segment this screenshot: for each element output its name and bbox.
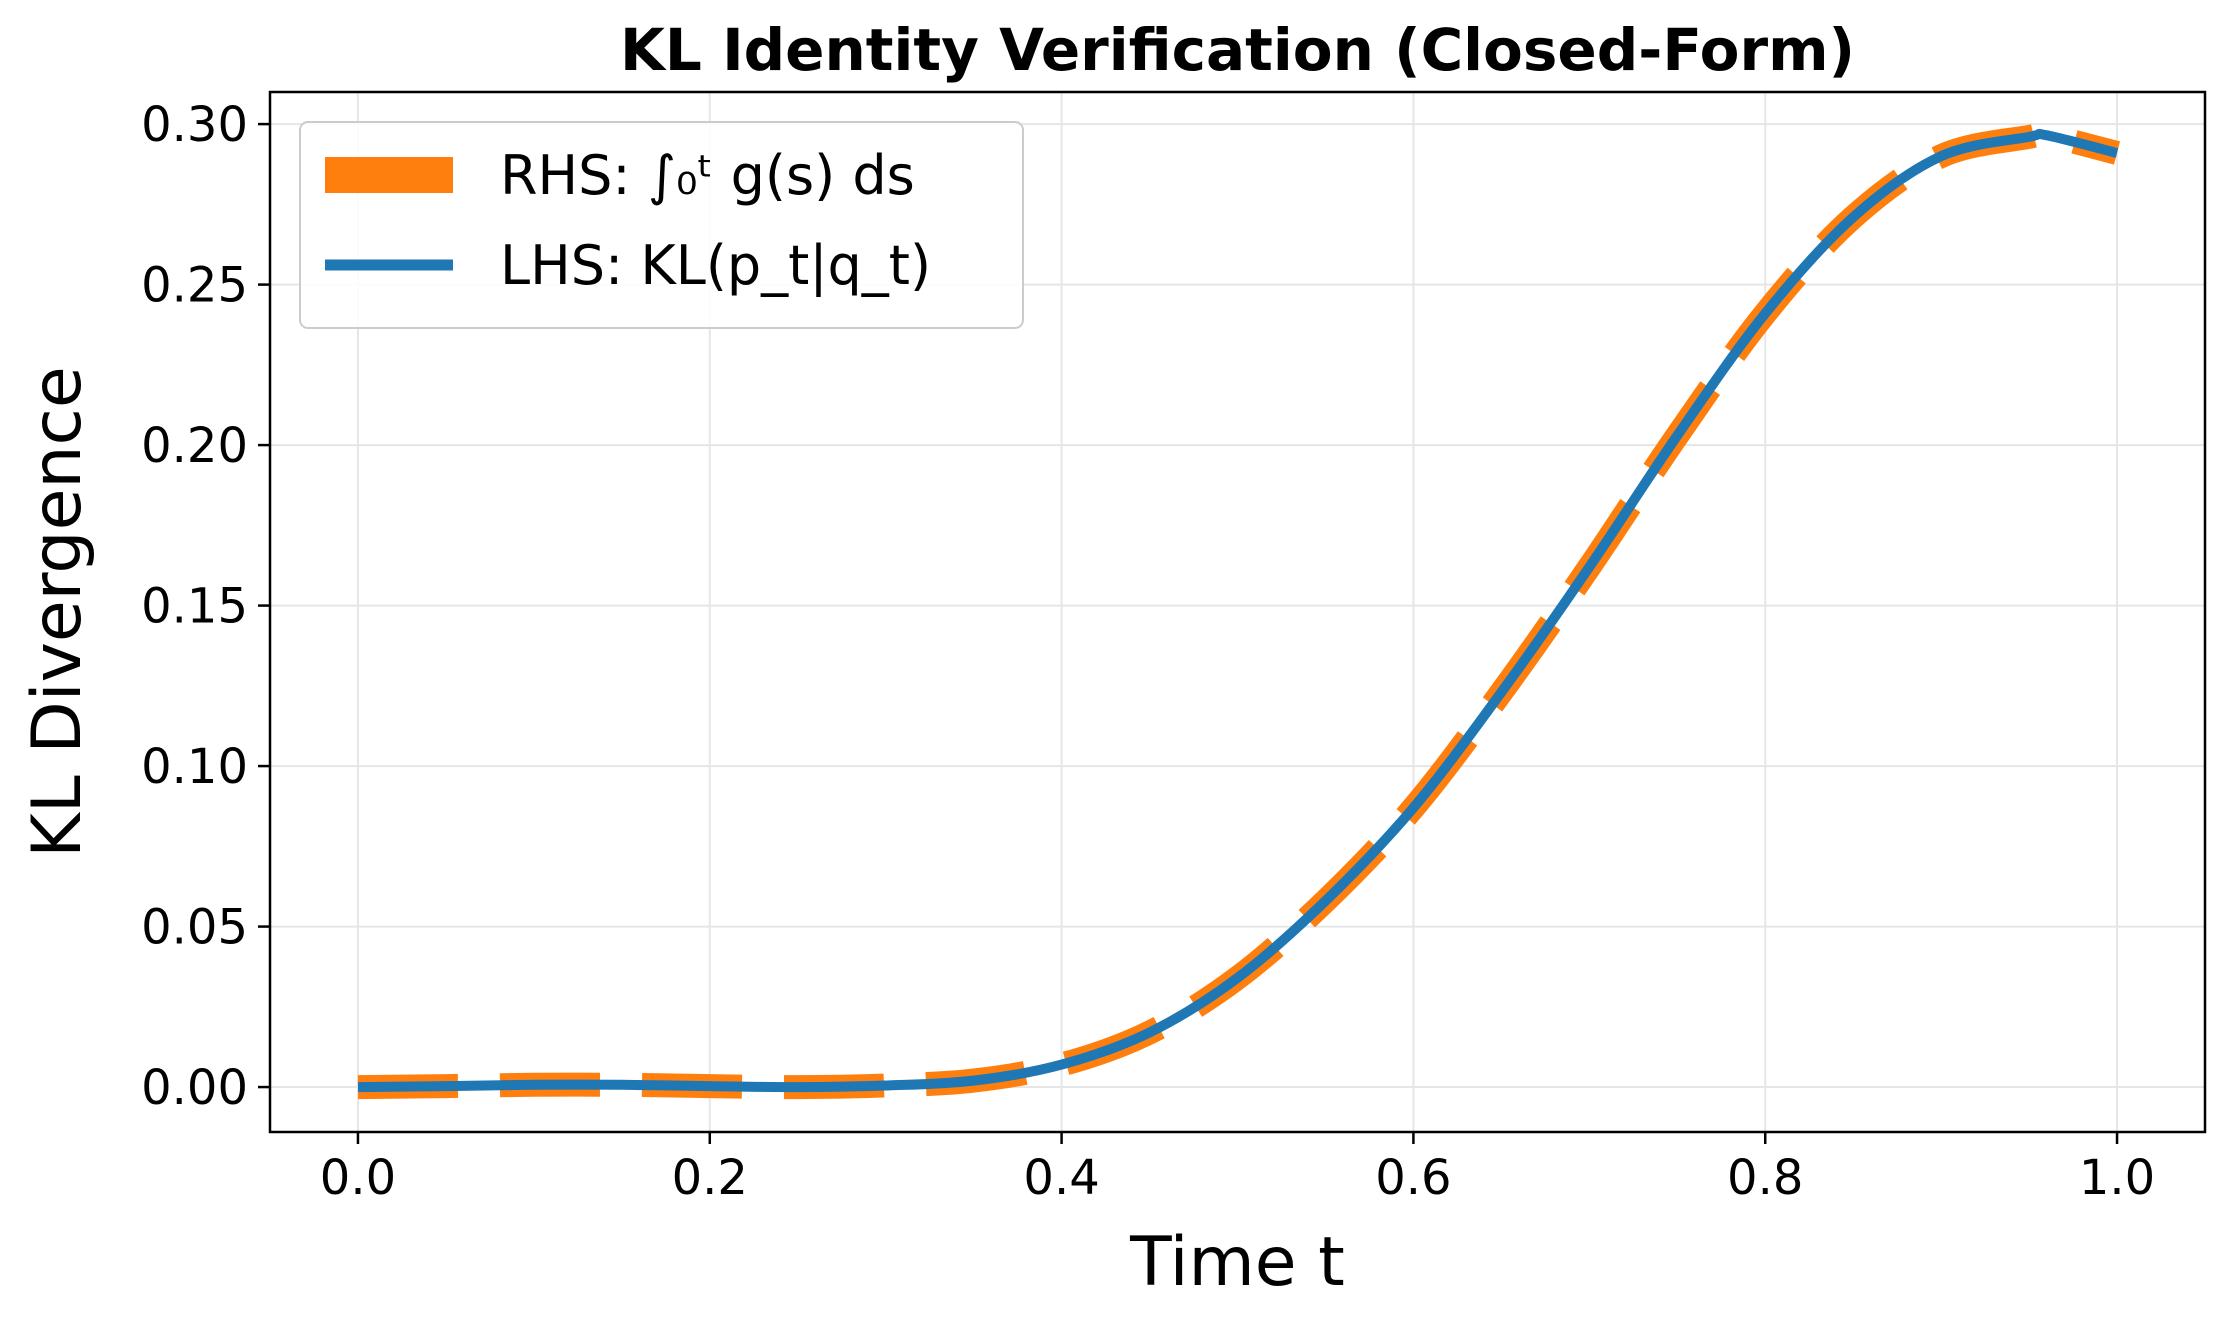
- x-tick-label: 1.0: [2079, 1150, 2155, 1206]
- y-tick-label: 0.00: [141, 1060, 248, 1116]
- x-tick-label: 0.0: [320, 1150, 396, 1206]
- y-tick-label: 0.30: [141, 97, 248, 153]
- y-tick-label: 0.05: [141, 900, 248, 956]
- y-axis-title: KL Divergence: [18, 366, 97, 858]
- legend-label-rhs: RHS: ∫₀ᵗ g(s) ds: [500, 144, 915, 207]
- series-group: [357, 122, 2120, 1100]
- x-tick-label: 0.6: [1375, 1150, 1451, 1206]
- plot-frame: [268, 90, 2207, 1134]
- ticks: 0.0 0.2 0.4 0.6 0.8 1.0 0.00 0.05 0.10 0.15 0.20 0.…: [141, 97, 2155, 1206]
- x-axis-title: Time t: [1129, 1223, 1345, 1302]
- y-tick-label: 0.20: [141, 418, 248, 474]
- y-tick-label: 0.25: [141, 258, 248, 314]
- legend-label-lhs: LHS: KL(p_t|q_t): [500, 234, 931, 297]
- x-tick-label: 0.8: [1727, 1150, 1803, 1206]
- chart-title: KL Identity Verification (Closed-Form): [620, 16, 1855, 84]
- legend-box: [299, 121, 1024, 329]
- legend: RHS: ∫₀ᵗ g(s) ds LHS: KL(p_t|q_t): [299, 121, 1024, 329]
- x-tick-label: 0.2: [672, 1150, 748, 1206]
- y-tick-label: 0.15: [141, 579, 248, 635]
- lhs-series-line: [357, 128, 2119, 1093]
- x-tick-label: 0.4: [1023, 1150, 1099, 1206]
- y-tick-label: 0.10: [141, 739, 248, 795]
